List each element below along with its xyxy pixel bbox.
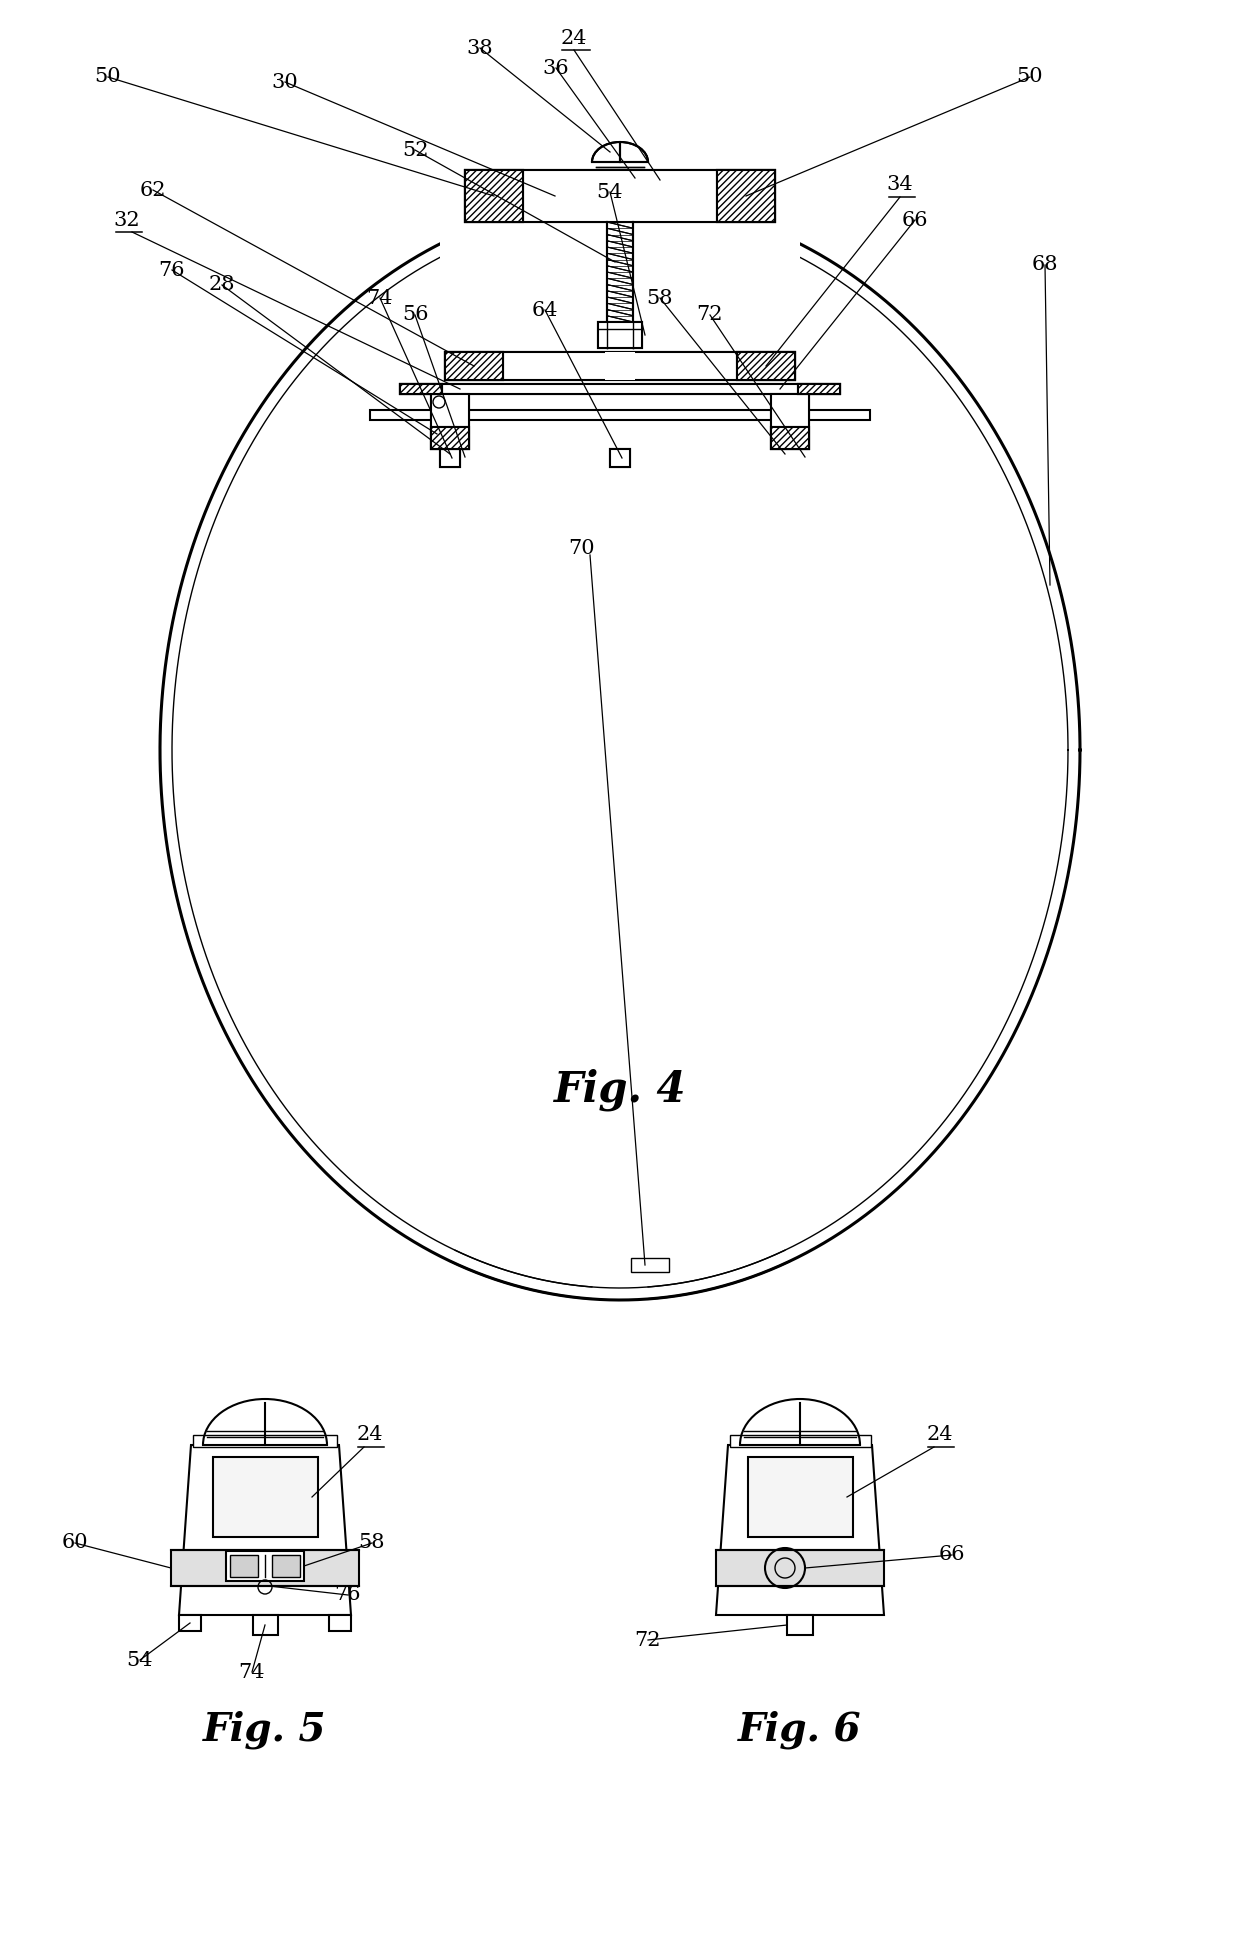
Text: 38: 38 (466, 39, 494, 58)
Text: 66: 66 (901, 210, 929, 230)
Bar (401, 384, 839, 393)
Text: 72: 72 (697, 306, 723, 325)
Bar (799, 384, 839, 393)
Text: Fig. 5: Fig. 5 (203, 1711, 327, 1748)
Bar (787, 1614, 813, 1635)
Bar (193, 1435, 337, 1447)
Text: 58: 58 (647, 288, 673, 308)
Text: 72: 72 (635, 1630, 661, 1649)
Bar (730, 1435, 870, 1447)
Bar (171, 1550, 360, 1587)
Bar (715, 1550, 884, 1587)
Bar (440, 450, 460, 467)
Bar (717, 169, 775, 222)
Text: 34: 34 (887, 175, 914, 195)
Bar (610, 450, 630, 467)
Text: 70: 70 (569, 539, 595, 557)
Text: 50: 50 (94, 68, 122, 86)
Bar (748, 1456, 853, 1536)
Bar (401, 384, 441, 393)
Text: 50: 50 (1017, 68, 1043, 86)
Text: 24: 24 (926, 1425, 954, 1445)
Bar (445, 352, 503, 380)
Bar (465, 169, 523, 222)
Text: 32: 32 (114, 210, 140, 230)
Text: 60: 60 (62, 1534, 88, 1552)
Text: 68: 68 (1032, 255, 1058, 275)
Bar (771, 393, 808, 450)
Bar (771, 426, 808, 450)
Polygon shape (715, 1445, 884, 1614)
Bar (717, 169, 775, 222)
Bar (465, 169, 775, 222)
Bar (737, 352, 795, 380)
Text: 64: 64 (532, 300, 558, 319)
Bar (226, 1552, 304, 1581)
Bar (598, 321, 642, 349)
Bar (272, 1556, 300, 1577)
Bar (329, 1614, 351, 1632)
Bar (401, 384, 441, 393)
Text: 56: 56 (402, 306, 428, 325)
Bar (432, 426, 469, 450)
Bar (465, 169, 523, 222)
Text: 30: 30 (272, 72, 299, 92)
Bar (465, 169, 775, 222)
Bar (432, 426, 469, 450)
Bar (799, 384, 839, 393)
Bar (229, 1556, 258, 1577)
Bar (432, 393, 469, 450)
Bar (440, 450, 460, 467)
Bar (598, 321, 642, 349)
Text: 28: 28 (208, 275, 236, 294)
Bar (445, 352, 795, 380)
Text: 58: 58 (358, 1534, 386, 1552)
Text: 36: 36 (543, 58, 569, 78)
Text: 76: 76 (159, 261, 185, 280)
Bar (631, 1258, 670, 1271)
Text: 24: 24 (560, 29, 588, 47)
Text: 24: 24 (357, 1425, 383, 1445)
Bar (771, 426, 808, 450)
Bar (610, 450, 630, 467)
Text: Fig. 6: Fig. 6 (738, 1711, 862, 1748)
Polygon shape (179, 1445, 351, 1614)
Text: 54: 54 (126, 1651, 154, 1669)
Bar (370, 411, 870, 421)
Text: 54: 54 (596, 183, 624, 201)
Text: 74: 74 (239, 1663, 265, 1682)
Bar (737, 352, 795, 380)
Text: 62: 62 (140, 181, 166, 199)
Text: 74: 74 (367, 288, 393, 308)
Bar (440, 140, 800, 471)
Bar (213, 1456, 317, 1536)
Text: 66: 66 (939, 1546, 965, 1565)
Bar (605, 352, 635, 380)
Bar (445, 352, 795, 380)
Bar (432, 393, 469, 450)
Text: Fig. 4: Fig. 4 (554, 1069, 686, 1112)
Bar (179, 1614, 201, 1632)
Bar (445, 352, 503, 380)
Text: 76: 76 (335, 1585, 361, 1604)
Text: 52: 52 (402, 140, 428, 160)
Bar (771, 393, 808, 450)
Bar (253, 1614, 278, 1635)
Bar (401, 384, 839, 393)
